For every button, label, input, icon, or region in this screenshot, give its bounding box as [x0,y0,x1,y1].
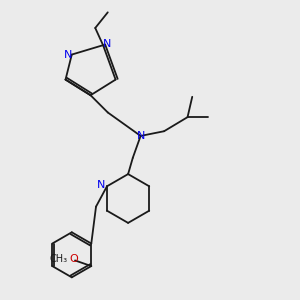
Text: CH₃: CH₃ [50,254,68,264]
Text: N: N [64,50,72,60]
Text: N: N [97,180,106,190]
Text: N: N [103,39,111,49]
Text: N: N [136,131,145,141]
Text: O: O [69,254,78,264]
